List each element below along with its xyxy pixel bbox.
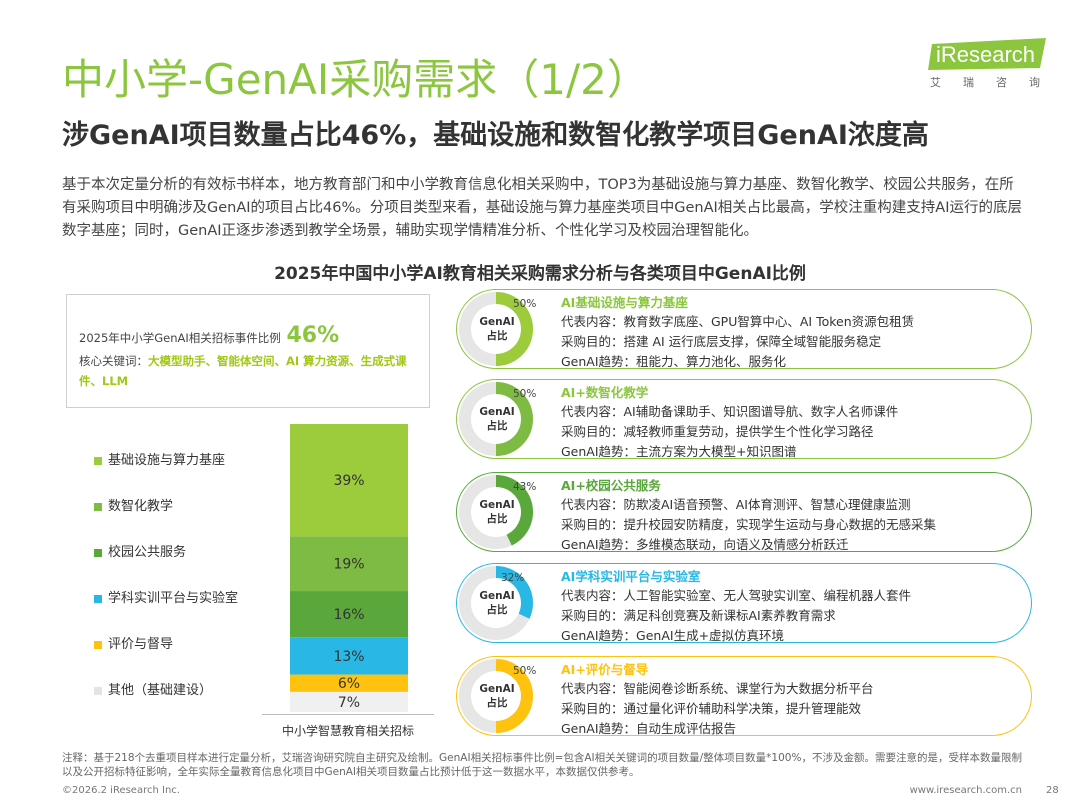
donut-segment: [495, 292, 533, 366]
legend-label: 评价与督导: [108, 637, 174, 652]
card-line: 代表内容：AI辅助备课助手、知识图谱导航、数字人名师课件: [561, 404, 899, 419]
donut-center-label: GenAI 占比: [479, 406, 515, 432]
card-title: AI+评价与督导: [561, 662, 649, 677]
legend-item: 学科实训平台与实验室: [94, 587, 238, 606]
card-line: 代表内容：防欺凌AI语音预警、AI体育测评、智慧心理健康监测: [561, 497, 911, 512]
kpi-line: 2025年中小学GenAI相关招标事件比例 46%: [79, 323, 339, 348]
category-card: 32% GenAI 占比 AI学科实训平台与实验室代表内容：人工智能实验室、无人驾驶…: [456, 563, 1032, 643]
legend-swatch: [94, 502, 102, 511]
category-card: 50% GenAI 占比 AI基础设施与算力基座代表内容：教育数字底座、GPU智算中…: [456, 289, 1032, 369]
card-line: GenAI趋势：租能力、算力池化、服务化: [561, 354, 787, 369]
kpi-keywords-label: 核心关键词：: [79, 354, 148, 368]
logo-word: iResearch: [936, 42, 1036, 67]
chart-title: 2025年中国中小学AI教育相关采购需求分析与各类项目中GenAI比例: [274, 264, 806, 284]
donut-segment: [495, 382, 533, 456]
category-card: 43% GenAI 占比 AI+校园公共服务代表内容：防欺凌AI语音预警、AI体育测…: [456, 472, 1032, 552]
kpi-value: 46%: [286, 323, 340, 348]
donut-chart: [459, 382, 533, 456]
card-title: AI+校园公共服务: [561, 478, 661, 493]
legend-item: 基础设施与算力基座: [94, 449, 225, 468]
bar-segment-2: [290, 637, 408, 675]
card-line: 采购目的：提升校园安防精度，实现学生运动与身心数据的无感采集: [561, 517, 937, 532]
card-title: AI基础设施与算力基座: [561, 295, 688, 310]
legend-item: 其他（基础建设）: [94, 679, 212, 698]
bar-data-label: 19%: [333, 557, 364, 573]
category-card: 50% GenAI 占比 AI+评价与督导代表内容：智能阅卷诊断系统、课堂行为大数据…: [456, 656, 1032, 736]
donut-chart: [459, 566, 533, 640]
card-line: 代表内容：教育数字底座、GPU智算中心、AI Token资源包租赁: [561, 314, 915, 329]
legend-label: 其他（基础建设）: [108, 683, 213, 698]
iresearch-logo: iResearch 艾瑞咨询: [928, 36, 1050, 92]
page-number: 28: [1046, 785, 1059, 796]
donut-percent: 32%: [501, 572, 525, 584]
legend-swatch: [94, 456, 102, 465]
page-subtitle: 涉GenAI项目数量占比46%，基础设施和数智化教学项目GenAI浓度高: [62, 120, 929, 151]
donut-segment: [495, 566, 533, 619]
donut-center-label: GenAI 占比: [479, 683, 515, 709]
footnote: 注释：基于218个去重项目样本进行定量分析，艾瑞咨询研究院自主研究及绘制。Gen…: [62, 752, 1022, 778]
bar-segment-5: [290, 424, 408, 537]
kpi-keywords-line: 核心关键词：大模型助手、智能体空间、AI 算力资源、生成式课件、LLM: [79, 351, 414, 391]
donut-chart: [459, 659, 533, 733]
bar-segment-4: [290, 536, 408, 592]
donut-center-label: GenAI 占比: [479, 499, 515, 525]
legend-swatch: [94, 594, 102, 603]
footer-url: www.iresearch.com.cn: [909, 785, 1022, 796]
legend-swatch: [94, 640, 102, 649]
x-axis-line: [262, 714, 434, 715]
legend-item: 评价与督导: [94, 633, 173, 652]
bar-data-label: 13%: [333, 649, 364, 665]
donut-percent: 43%: [513, 481, 537, 493]
card-title: AI学科实训平台与实验室: [561, 569, 701, 584]
logo-cn: 艾瑞咨询: [930, 76, 1062, 89]
legend-label: 数智化教学: [108, 499, 174, 514]
card-line: GenAI趋势：主流方案为大模型+知识图谱: [561, 444, 797, 459]
legend-label: 校园公共服务: [108, 545, 187, 560]
donut-percent: 50%: [513, 388, 537, 400]
donut-center-label: GenAI 占比: [479, 590, 515, 616]
donut-segment: [495, 659, 533, 733]
bar-data-label: 39%: [333, 473, 364, 489]
bar-data-label: 16%: [333, 607, 364, 623]
card-line: GenAI趋势：自动生成评估报告: [561, 721, 737, 736]
legend-item: 校园公共服务: [94, 541, 186, 560]
donut-percent: 50%: [513, 665, 537, 677]
legend-swatch: [94, 686, 102, 695]
kpi-label: 2025年中小学GenAI相关招标事件比例: [79, 331, 281, 345]
card-line: 代表内容：人工智能实验室、无人驾驶实训室、编程机器人套件: [561, 588, 912, 603]
card-line: 采购目的：减轻教师重复劳动，提供学生个性化学习路径: [561, 424, 874, 439]
bar-segment-1: [290, 674, 408, 692]
intro-paragraph: 基于本次定量分析的有效标书样本，地方教育部门和中小学教育信息化相关采购中，TOP…: [62, 177, 1023, 239]
footer-copyright: ©2026.2 iResearch Inc.: [62, 785, 180, 796]
legend-label: 学科实训平台与实验室: [108, 591, 239, 606]
legend-label: 基础设施与算力基座: [108, 453, 226, 468]
bar-data-label: 7%: [338, 695, 360, 711]
logo-backdrop-icon: [928, 38, 1046, 70]
card-title: AI+数智化教学: [561, 385, 649, 400]
donut-chart: [459, 292, 533, 366]
kpi-keywords: 大模型助手、智能体空间、AI 算力资源、生成式课件、LLM: [79, 354, 407, 388]
bar-segment-3: [290, 591, 408, 638]
page-title: 中小学-GenAI采购需求（1/2）: [62, 55, 649, 104]
bar-segment-0: [290, 691, 408, 712]
card-line: 采购目的：搭建 AI 运行底层支撑，保障全域智能服务稳定: [561, 334, 882, 349]
category-card: 50% GenAI 占比 AI+数智化教学代表内容：AI辅助备课助手、知识图谱导航、…: [456, 379, 1032, 459]
kpi-box: 2025年中小学GenAI相关招标事件比例 46% 核心关键词：大模型助手、智能…: [66, 294, 430, 408]
card-line: 采购目的：满足科创竞赛及新课标AI素养教育需求: [561, 608, 836, 623]
bar-data-label: 6%: [338, 676, 360, 692]
x-axis-label: 中小学智慧教育相关招标: [281, 724, 414, 738]
legend-swatch: [94, 548, 102, 557]
donut-percent: 50%: [513, 298, 537, 310]
card-line: GenAI趋势：GenAI生成+虚拟仿真环境: [561, 628, 785, 643]
card-line: 采购目的：通过量化评价辅助科学决策，提升管理能效: [561, 701, 862, 716]
legend-item: 数智化教学: [94, 495, 173, 514]
card-line: 代表内容：智能阅卷诊断系统、课堂行为大数据分析平台: [561, 681, 874, 696]
donut-chart: [459, 475, 533, 549]
donut-center-label: GenAI 占比: [479, 316, 515, 342]
card-line: GenAI趋势：多维模态联动，向语义及情感分析跃迁: [561, 537, 849, 552]
donut-segment: [495, 475, 533, 546]
